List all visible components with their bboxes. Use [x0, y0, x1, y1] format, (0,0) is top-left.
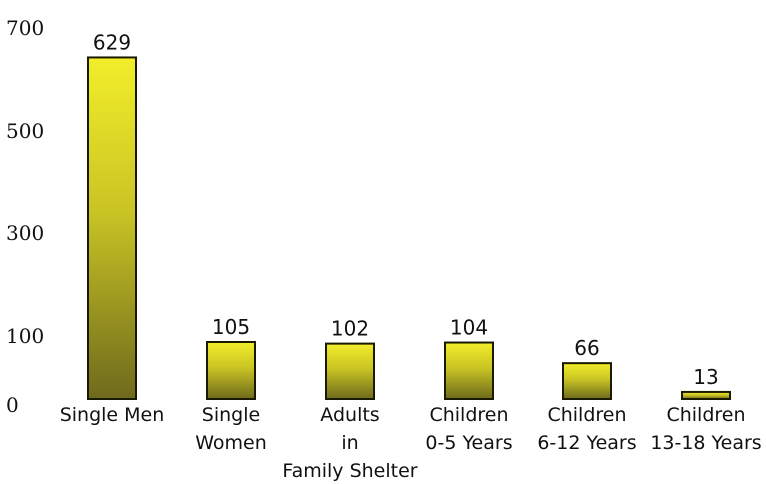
x-category-label-2: Single Women — [195, 404, 267, 454]
bar-3 — [325, 342, 375, 401]
bar-5 — [562, 362, 612, 400]
bar-6 — [681, 390, 731, 401]
y-axis: 0 100 300 500 700 — [6, 16, 44, 417]
x-category-label-5: Children 6-12 Years — [537, 404, 636, 454]
data-label-1: 629 — [93, 30, 131, 54]
x-axis: Single Men Single Women Adults in Family Shel… — [60, 404, 762, 482]
x-category-label-6: Children 13-18 Years — [650, 404, 761, 454]
x-category-label-3: Adults in Family Shelter — [282, 404, 417, 482]
bar-2 — [206, 340, 256, 400]
bar-1 — [87, 56, 137, 400]
y-tick-label-300: 300 — [6, 221, 44, 245]
x-category-label-1: Single Men — [60, 404, 165, 426]
data-label-5: 66 — [574, 336, 599, 360]
y-tick-label-500: 500 — [6, 119, 44, 143]
bars — [87, 56, 731, 401]
y-tick-label-0: 0 — [6, 393, 19, 417]
data-label-6: 13 — [693, 365, 718, 389]
data-label-3: 102 — [331, 317, 369, 341]
data-label-2: 105 — [212, 315, 250, 339]
bar-4 — [444, 341, 494, 401]
y-tick-label-700: 700 — [6, 16, 44, 40]
x-category-label-4: Children 0-5 Years — [425, 404, 512, 454]
y-tick-label-100: 100 — [6, 324, 44, 348]
data-labels: 629 105 102 104 66 13 — [93, 30, 719, 388]
data-label-4: 104 — [450, 316, 488, 340]
